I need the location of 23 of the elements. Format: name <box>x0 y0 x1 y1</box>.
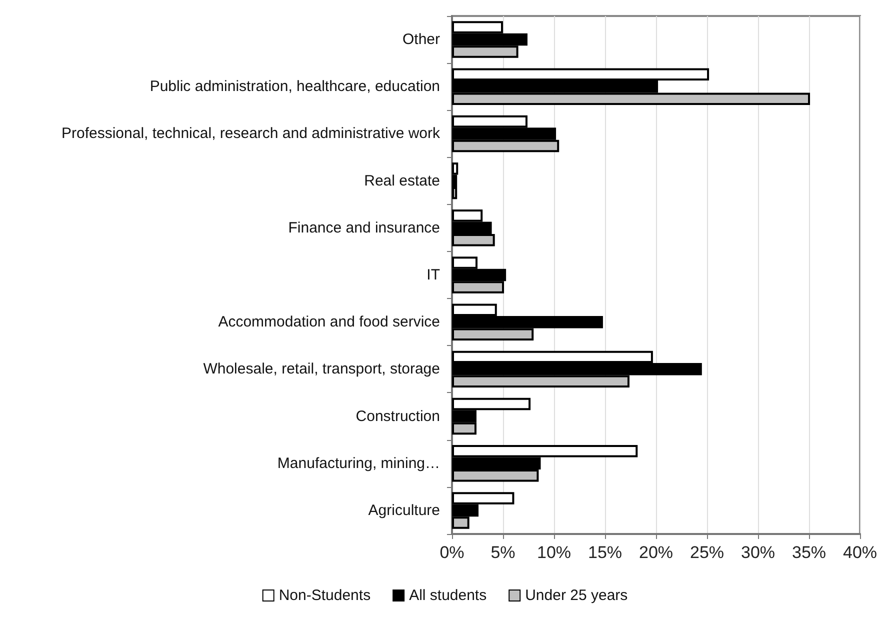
legend-label: Under 25 years <box>525 587 628 604</box>
y-tick-label: Manufacturing, mining… <box>277 454 440 472</box>
x-tick-label: 5% <box>490 543 516 562</box>
x-tick-label: 20% <box>638 543 674 562</box>
x-tick-label: 25% <box>690 543 724 562</box>
y-tick-label: Accommodation and food service <box>218 314 440 331</box>
y-tick-label: Professional, technical, research and administrative work <box>61 125 440 142</box>
y-tick-label: IT <box>426 266 440 284</box>
y-tick-label: Public administration, healthcare, education <box>150 78 440 96</box>
y-tick-label: Wholesale, retail, transport, storage <box>203 360 440 378</box>
x-tick-label: 0% <box>440 543 464 562</box>
legend-label: All students <box>409 587 487 604</box>
legend-label: Non-Students <box>278 587 371 604</box>
y-tick-label: Construction <box>356 408 440 425</box>
y-tick-label: Finance and insurance <box>288 219 440 236</box>
x-tick-label: 35% <box>792 543 826 562</box>
x-tick-label: 15% <box>588 543 622 562</box>
x-tick-label: 40% <box>842 543 878 562</box>
y-tick-label: Real estate <box>364 172 440 190</box>
y-tick-label: Other <box>402 31 440 48</box>
x-tick-label: 10% <box>536 543 572 562</box>
x-tick-label: 30% <box>740 543 776 562</box>
y-tick-label: Agriculture <box>368 502 440 519</box>
